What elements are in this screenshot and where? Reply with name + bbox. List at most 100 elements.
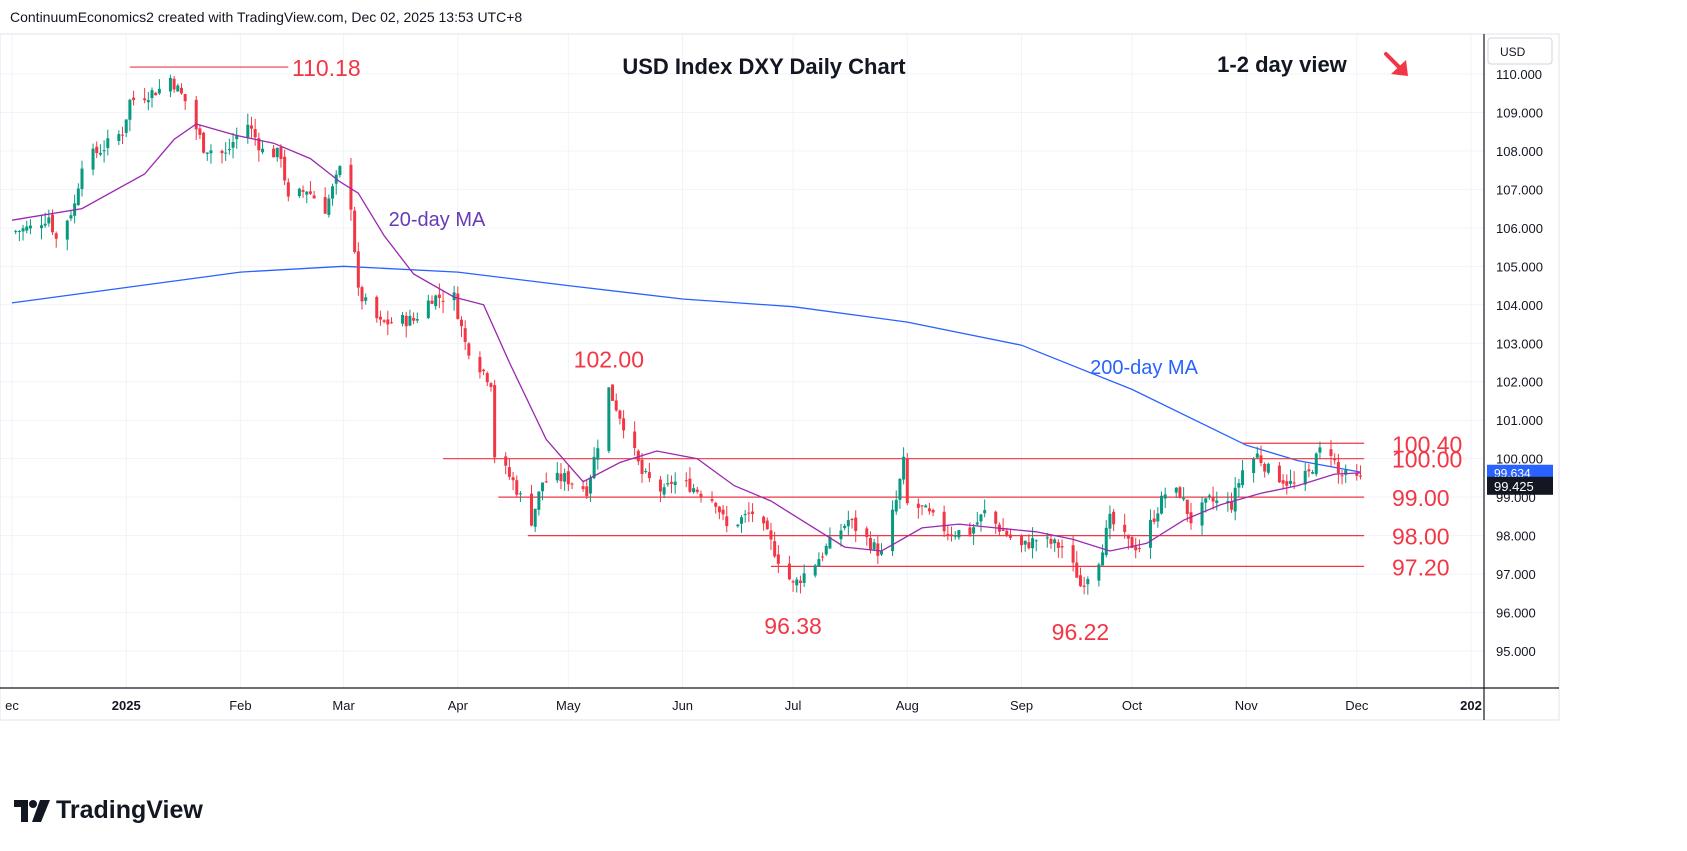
candle-body: [246, 124, 250, 138]
candle-body: [618, 410, 622, 419]
candle-body: [482, 369, 486, 372]
candle-body: [1034, 540, 1038, 542]
candle-body: [1200, 502, 1204, 526]
candle-body: [1355, 472, 1359, 476]
candle-body: [699, 493, 703, 497]
candle-body: [227, 148, 231, 150]
candle-body: [1241, 470, 1245, 486]
candle-body: [305, 191, 309, 195]
candle-body: [1152, 518, 1156, 522]
candle-body: [972, 527, 976, 534]
candle-body: [544, 481, 548, 483]
candle-body: [751, 511, 755, 514]
candle-body: [426, 300, 430, 319]
candle-body: [1207, 495, 1211, 497]
candle-body: [312, 195, 316, 199]
ma20-layer: [11, 123, 1361, 552]
candle-body: [25, 226, 29, 231]
candle-body: [1101, 552, 1105, 566]
candle-body: [375, 296, 379, 319]
candle-body: [1215, 500, 1219, 503]
candle-body: [47, 217, 51, 224]
candle-body: [172, 78, 176, 90]
candle-body: [585, 486, 589, 497]
candle-body: [541, 482, 545, 492]
candle-body: [275, 147, 279, 158]
candle-body: [349, 164, 353, 210]
candle-body: [1182, 497, 1186, 500]
candle-body: [658, 479, 662, 492]
candle-body: [622, 418, 626, 431]
candle-body: [117, 134, 121, 142]
candle-body: [592, 456, 596, 479]
candle-body: [957, 530, 961, 538]
candle-body: [150, 90, 154, 98]
candle-body: [607, 387, 611, 452]
candle-body: [868, 537, 872, 550]
candle-body: [386, 319, 390, 325]
candle-body: [404, 315, 408, 327]
candle-body: [614, 400, 618, 411]
candle-body: [865, 528, 869, 538]
candle-body: [1185, 499, 1189, 514]
candle-body: [994, 511, 998, 524]
candle-body: [644, 470, 648, 472]
candle-body: [791, 581, 795, 583]
candle-body: [143, 98, 147, 101]
candle-body: [570, 483, 574, 485]
candle-body: [559, 473, 563, 482]
tradingview-logo[interactable]: TradingView: [14, 796, 203, 825]
candle-body: [69, 215, 73, 219]
candle-body: [1104, 527, 1108, 556]
y-tick-label: 106.000: [1496, 221, 1543, 236]
candle-body: [176, 85, 180, 92]
candles-layer: [14, 74, 1362, 595]
candle-body: [1255, 453, 1259, 458]
candle-body: [953, 535, 957, 537]
candle-body: [154, 92, 158, 96]
candle-body: [1285, 481, 1289, 486]
y-tick-label: 103.000: [1496, 336, 1543, 351]
ma200-line: [11, 265, 1361, 473]
x-tick-label: 202: [1460, 698, 1482, 713]
ma20-line: [11, 123, 1361, 552]
candle-body: [931, 509, 935, 513]
candle-body: [459, 319, 463, 327]
candle-body: [581, 486, 585, 490]
candle-body: [596, 448, 600, 460]
candle-body: [902, 456, 906, 480]
candle-body: [717, 506, 721, 513]
candle-body: [98, 152, 102, 155]
down-arrow-icon: [1384, 52, 1408, 76]
candle-body: [1112, 511, 1116, 525]
candle-body: [891, 509, 895, 552]
candle-body: [1178, 487, 1182, 498]
candle-body: [463, 328, 467, 342]
candle-body: [102, 150, 106, 152]
candle-body: [1226, 501, 1230, 503]
candle-body: [249, 125, 253, 129]
candle-body: [1023, 540, 1027, 545]
candle-body: [1237, 483, 1241, 488]
candle-body: [843, 525, 847, 529]
candle-body: [1252, 458, 1256, 474]
candle-body: [983, 510, 987, 514]
candle-body: [308, 191, 312, 194]
candle-body: [725, 516, 729, 527]
candle-body: [787, 563, 791, 580]
candle-body: [1211, 496, 1215, 502]
candle-body: [515, 480, 519, 495]
candle-body: [636, 450, 640, 462]
candle-body: [765, 520, 769, 530]
candle-body: [452, 292, 456, 301]
candle-body: [504, 456, 508, 466]
candle-body: [817, 559, 821, 567]
y-tick-label: 97.000: [1496, 567, 1536, 582]
candle-body: [669, 481, 673, 484]
y-tick-label: 110.000: [1496, 67, 1542, 82]
candle-body: [389, 322, 393, 324]
x-tick-label: Mar: [332, 698, 355, 713]
candle-body: [1318, 447, 1322, 453]
